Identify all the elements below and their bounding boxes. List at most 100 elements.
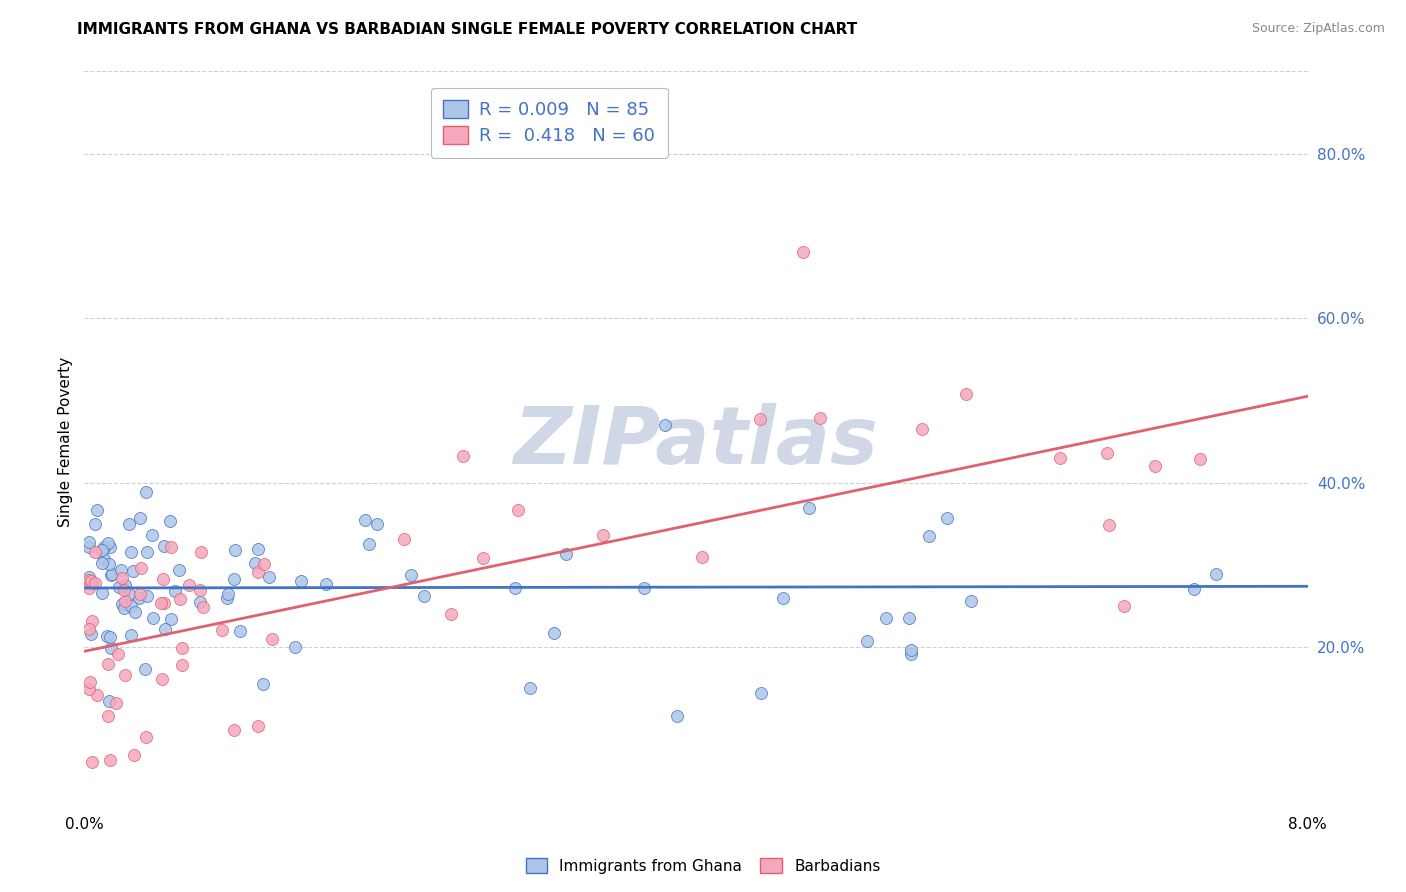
Point bbox=[135, 730, 157, 744]
Point bbox=[107, 647, 129, 661]
Point bbox=[290, 574, 312, 588]
Point bbox=[690, 549, 713, 564]
Point bbox=[359, 537, 381, 551]
Point bbox=[1143, 459, 1166, 474]
Point bbox=[114, 668, 136, 682]
Point bbox=[100, 640, 122, 655]
Point bbox=[633, 582, 655, 596]
Point bbox=[665, 708, 688, 723]
Point bbox=[900, 647, 922, 661]
Point bbox=[120, 628, 142, 642]
Point bbox=[394, 532, 416, 546]
Point bbox=[120, 599, 142, 613]
Point bbox=[97, 709, 120, 723]
Point bbox=[149, 596, 172, 610]
Point bbox=[315, 577, 337, 591]
Point bbox=[98, 541, 121, 555]
Point bbox=[98, 753, 121, 767]
Point bbox=[111, 571, 134, 585]
Point bbox=[875, 610, 897, 624]
Point bbox=[77, 573, 100, 587]
Point bbox=[592, 528, 614, 542]
Point bbox=[98, 630, 121, 644]
Text: Source: ZipAtlas.com: Source: ZipAtlas.com bbox=[1251, 22, 1385, 36]
Point bbox=[1049, 451, 1071, 466]
Point bbox=[935, 511, 957, 525]
Point bbox=[135, 589, 157, 603]
Point bbox=[86, 688, 108, 702]
Point bbox=[83, 516, 105, 531]
Point bbox=[224, 723, 246, 737]
Point bbox=[91, 556, 114, 570]
Point bbox=[97, 657, 120, 672]
Point bbox=[259, 570, 281, 584]
Legend: R = 0.009   N = 85, R =  0.418   N = 60: R = 0.009 N = 85, R = 0.418 N = 60 bbox=[430, 87, 668, 158]
Legend: Immigrants from Ghana, Barbadians: Immigrants from Ghana, Barbadians bbox=[519, 852, 887, 880]
Point bbox=[112, 582, 135, 597]
Point bbox=[555, 547, 578, 561]
Point bbox=[118, 517, 141, 532]
Point bbox=[83, 545, 105, 559]
Point bbox=[134, 662, 156, 676]
Point bbox=[121, 564, 143, 578]
Point bbox=[1114, 599, 1136, 613]
Point bbox=[128, 510, 150, 524]
Point bbox=[247, 718, 270, 732]
Point bbox=[284, 640, 307, 655]
Point bbox=[155, 622, 177, 636]
Point bbox=[80, 576, 103, 591]
Point bbox=[114, 594, 136, 608]
Point bbox=[79, 675, 101, 690]
Point bbox=[159, 612, 181, 626]
Point bbox=[80, 627, 103, 641]
Point bbox=[217, 587, 239, 601]
Text: ZIPatlas: ZIPatlas bbox=[513, 402, 879, 481]
Point bbox=[451, 449, 474, 463]
Point bbox=[918, 529, 941, 543]
Point bbox=[247, 565, 270, 579]
Point bbox=[153, 596, 176, 610]
Point bbox=[246, 542, 269, 557]
Point bbox=[152, 572, 174, 586]
Point bbox=[167, 563, 190, 577]
Point bbox=[114, 577, 136, 591]
Point bbox=[172, 658, 194, 673]
Point bbox=[93, 540, 115, 554]
Point bbox=[366, 516, 388, 531]
Point bbox=[1098, 517, 1121, 532]
Point bbox=[77, 581, 100, 595]
Point bbox=[222, 572, 245, 586]
Point bbox=[100, 567, 122, 582]
Point bbox=[98, 557, 121, 571]
Point bbox=[141, 528, 163, 542]
Point bbox=[808, 411, 831, 425]
Point bbox=[77, 535, 100, 549]
Point bbox=[190, 545, 212, 559]
Point bbox=[399, 568, 422, 582]
Point bbox=[519, 681, 541, 695]
Point bbox=[772, 591, 794, 605]
Point bbox=[80, 614, 103, 628]
Point bbox=[188, 595, 211, 609]
Point bbox=[142, 611, 165, 625]
Point bbox=[898, 611, 921, 625]
Point bbox=[160, 540, 183, 554]
Point bbox=[86, 503, 108, 517]
Point bbox=[252, 677, 274, 691]
Point bbox=[654, 418, 676, 433]
Point bbox=[150, 673, 173, 687]
Point bbox=[118, 587, 141, 601]
Y-axis label: Single Female Poverty: Single Female Poverty bbox=[58, 357, 73, 526]
Point bbox=[122, 748, 145, 763]
Point bbox=[1205, 567, 1227, 582]
Point bbox=[1189, 451, 1212, 466]
Point bbox=[77, 623, 100, 637]
Point bbox=[169, 591, 191, 606]
Text: IMMIGRANTS FROM GHANA VS BARBADIAN SINGLE FEMALE POVERTY CORRELATION CHART: IMMIGRANTS FROM GHANA VS BARBADIAN SINGL… bbox=[77, 22, 858, 37]
Point bbox=[748, 412, 770, 426]
Point bbox=[792, 245, 814, 260]
Point bbox=[1095, 446, 1118, 460]
Point bbox=[353, 513, 375, 527]
Point bbox=[77, 570, 100, 584]
Point bbox=[177, 578, 200, 592]
